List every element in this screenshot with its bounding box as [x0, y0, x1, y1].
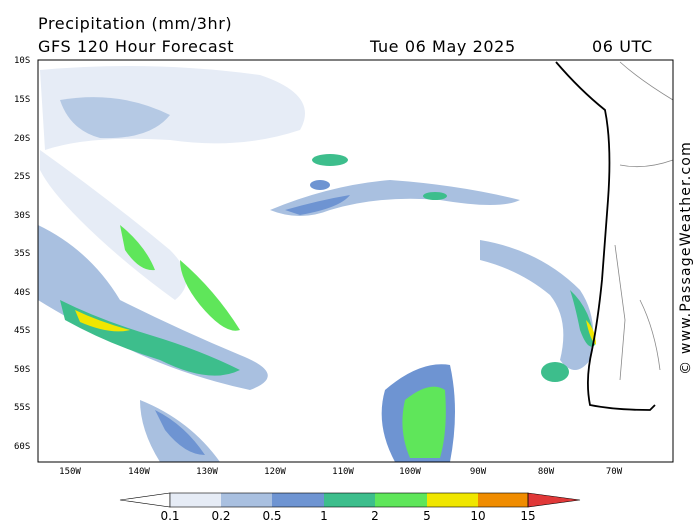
- lon-label: 150W: [59, 467, 81, 477]
- lat-label: 35S: [14, 249, 31, 259]
- colorbar-label: 2: [371, 509, 379, 523]
- precip-cell: [541, 362, 569, 382]
- lon-label: 130W: [196, 467, 218, 477]
- precip-arm-central: [180, 260, 240, 331]
- precip-band-subtropical-core: [285, 195, 350, 215]
- forecast-time: 06 UTC: [592, 37, 653, 56]
- colorbar-label: 1: [320, 509, 328, 523]
- watermark-text: © www.PassageWeather.com: [678, 141, 694, 375]
- lon-label: 70W: [605, 467, 623, 477]
- lat-label: 45S: [14, 326, 31, 336]
- lat-label: 30S: [14, 211, 31, 221]
- colorbar-label: 10: [470, 509, 486, 523]
- lat-label: 20S: [14, 134, 31, 144]
- lon-label: 120W: [264, 467, 286, 477]
- colorbar-bin-7: [478, 493, 528, 507]
- map-frame: [37, 59, 674, 463]
- precip-band-coastal-core: [570, 290, 595, 347]
- chart-title: Precipitation (mm/3hr): [38, 14, 233, 33]
- lon-label: 100W: [399, 467, 421, 477]
- colorbar-bin-3: [272, 493, 324, 507]
- colorbar-label: 0.1: [160, 509, 180, 523]
- colorbar-right-arrow: [527, 492, 581, 508]
- precip-region-north-mid: [60, 97, 170, 139]
- precip-cell: [310, 180, 330, 190]
- precip-band-subtropical: [270, 180, 520, 216]
- lat-label: 10S: [14, 56, 31, 66]
- colorbar-bin-1: [170, 493, 221, 507]
- forecast-subtitle: GFS 120 Hour Forecast: [38, 37, 235, 56]
- lat-label: 50S: [14, 365, 31, 375]
- colorbar-bin-4: [324, 493, 375, 507]
- precip-system-southwest: [38, 225, 268, 390]
- colorbar-label: 0.2: [211, 509, 231, 523]
- coastline-south-america: [555, 61, 656, 411]
- precip-front-west-core: [120, 225, 155, 271]
- lat-label: 40S: [14, 288, 31, 298]
- colorbar-bin-5: [375, 493, 427, 507]
- lat-label: 55S: [14, 403, 31, 413]
- precipitation-field: [38, 66, 596, 462]
- colorbar-outline: [169, 492, 529, 508]
- colorbar-label: 0.5: [262, 509, 282, 523]
- colorbar-bin-6: [427, 493, 478, 507]
- border-lines: [614, 61, 674, 381]
- lon-label: 80W: [537, 467, 555, 477]
- precip-streamer-south-core: [155, 410, 205, 455]
- precip-system-southwest-max: [75, 310, 130, 332]
- lat-label: 15S: [14, 95, 31, 105]
- colorbar-label: 15: [520, 509, 536, 523]
- precip-cell: [423, 192, 447, 200]
- precip-blob-south-core: [402, 386, 446, 458]
- lon-label: 90W: [469, 467, 487, 477]
- lon-label: 140W: [128, 467, 150, 477]
- precip-band-coastal: [480, 240, 594, 370]
- lat-label: 25S: [14, 172, 31, 182]
- colorbar-label: 5: [423, 509, 431, 523]
- precip-system-southwest-core: [60, 300, 240, 376]
- colorbar-bin-2: [221, 493, 272, 507]
- lon-label: 110W: [332, 467, 354, 477]
- lat-label: 60S: [14, 442, 31, 452]
- colorbar-left-arrow: [119, 492, 171, 508]
- colorbar: [119, 492, 581, 508]
- forecast-date: Tue 06 May 2025: [370, 37, 516, 56]
- precip-cell: [312, 154, 348, 166]
